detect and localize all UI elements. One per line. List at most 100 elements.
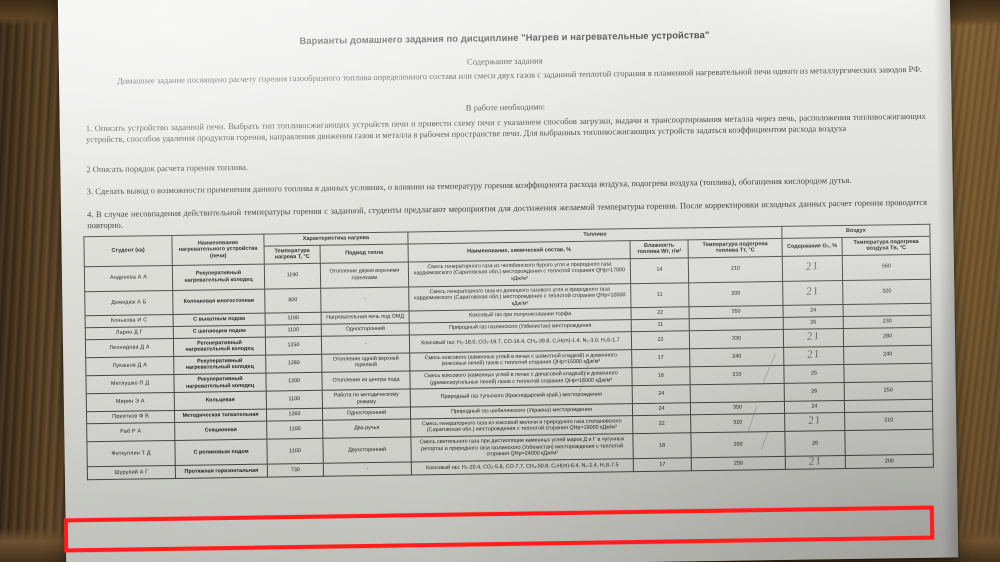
col-header-student: Студент (ка) <box>83 235 173 267</box>
cell-heating-temperature: 1100 <box>265 324 322 337</box>
cell-heat-supply: Отопление двумя верхними горелками <box>320 261 409 288</box>
cell-oxygen-content: 21 <box>783 346 844 366</box>
cell-air-preheat-temperature: 240 <box>843 344 932 365</box>
handwritten-oxygen-value: 21 <box>808 455 823 468</box>
col-header-moisture: Влажность топлива Wт, г/м³ <box>630 239 689 259</box>
cell-heating-temperature: 1200 <box>265 372 323 392</box>
cell-oxygen-content: 26 <box>783 316 844 329</box>
cell-heating-temperature: 1100 <box>266 420 323 440</box>
cell-student-name: Метлушко П Д <box>85 374 175 394</box>
cell-fuel-moisture: 14 <box>630 257 689 284</box>
cell-oxygen-content: 21 <box>782 255 843 281</box>
handwritten-oxygen-value: 21 <box>805 260 820 274</box>
cell-heating-temperature: 800 <box>264 287 322 314</box>
cell-student-name: Шурупий А Г <box>87 465 176 481</box>
cell-student-name: Демидюк А Б <box>84 290 174 317</box>
paragraph-item-2: 2 Описать порядок расчета горения топлив… <box>86 161 249 175</box>
cell-heating-temperature: 1260 <box>266 408 323 421</box>
cell-fuel-composition: Смесь светильного газа при дистилляции к… <box>410 433 634 462</box>
cell-device-name: С роликовым подом <box>174 439 268 466</box>
paragraph-item-3: 3. Сделать вывод о возможности применени… <box>86 174 852 197</box>
col-header-air-preheat: Температура подогрева воздуха Tв, °C <box>842 235 931 256</box>
cell-heat-supply: Отопление из центра пода <box>321 370 411 391</box>
cell-fuel-preheat-temperature <box>690 383 785 404</box>
cell-heat-supply: - <box>321 334 410 354</box>
cell-fuel-preheat-temperature: 210 <box>688 256 783 283</box>
cell-device-name: Кольцевая <box>174 391 267 411</box>
cell-fuel-moisture: 17 <box>631 348 690 368</box>
cell-heating-temperature: 1190 <box>264 263 321 289</box>
cell-oxygen-content: 21 <box>782 280 844 306</box>
cell-oxygen-content: 21 <box>783 328 844 348</box>
cell-oxygen-content: 21 <box>785 455 846 470</box>
cell-fuel-preheat-temperature: 250 <box>691 456 786 472</box>
cell-heat-supply: - <box>320 286 410 313</box>
cell-heat-supply: Работа по методическому режиму <box>322 389 411 409</box>
col-header-heat-supply: Подвод тепла <box>320 243 409 264</box>
cell-oxygen-content: 26 <box>784 430 846 457</box>
cell-device-name: Колпаковая многостопная <box>172 288 266 315</box>
cell-heating-temperature: 730 <box>267 463 324 478</box>
cell-fuel-preheat-temperature: 330 <box>689 328 784 349</box>
variants-table: Студент (ка) Наименование нагревательног… <box>83 223 934 481</box>
cell-air-preheat-temperature: 320 <box>842 278 932 305</box>
cell-student-name: Леонидова Д А <box>85 338 174 358</box>
cell-air-preheat-temperature: 560 <box>842 254 931 281</box>
cell-oxygen-content: 21 <box>784 412 845 432</box>
cell-heating-temperature: 1250 <box>265 335 322 355</box>
cell-oxygen-content: 25 <box>783 364 845 384</box>
cell-student-name: Андреева А А <box>84 265 173 292</box>
col-header-temperature: Температура нагрева T, °C <box>264 244 321 264</box>
cell-fuel-composition: Смесь генераторного газа из донецкого га… <box>408 283 632 312</box>
cell-device-name: Рекуперативный нагревательный колодец <box>173 373 267 393</box>
cell-heat-supply: Отопление одной верхней горелкой <box>321 352 410 373</box>
cell-fuel-moisture: 24 <box>632 403 691 416</box>
cell-fuel-preheat-temperature: 200 <box>688 280 784 308</box>
cell-heating-temperature: 1100 <box>266 390 323 410</box>
cell-air-preheat-temperature: 200 <box>845 454 934 469</box>
cell-device-name: Секционная <box>174 420 267 441</box>
cell-air-preheat-temperature: 210 <box>844 411 933 431</box>
paper-sheet: Варианты домашнего задания по дисциплине… <box>57 0 959 562</box>
handwritten-oxygen-value: 21 <box>808 414 822 428</box>
document-title: Варианты домашнего задания по дисциплине… <box>299 28 710 47</box>
cell-student-name: Раб Р А <box>86 422 175 442</box>
cell-oxygen-content: 26 <box>784 382 845 402</box>
cell-fuel-moisture: 17 <box>633 457 692 473</box>
cell-fuel-composition: Коксовый газ: H₂-20.4, CO₂-5.8, CO-7.7, … <box>411 458 634 476</box>
cell-heat-supply: Двухсторонний <box>322 437 412 464</box>
cell-fuel-preheat-temperature: 320 <box>690 413 785 433</box>
handwritten-oxygen-value: 21 <box>807 348 821 361</box>
cell-fuel-moisture: 11 <box>631 318 690 332</box>
cell-air-preheat-temperature <box>843 363 933 383</box>
cell-student-name: Феткуллин Т Д <box>86 440 176 467</box>
document-content: Варианты домашнего задания по дисциплине… <box>58 0 958 562</box>
cell-device-name: Рекуперативный нагревательный колодец <box>172 263 265 291</box>
cell-fuel-moisture: 24 <box>632 384 691 404</box>
cell-device-name: Рекуперативный нагревательный колодец <box>173 354 266 375</box>
col-header-fuel-preheat: Температура подогрева топлива Tт, °C <box>688 238 783 258</box>
cell-air-preheat-temperature: 250 <box>844 381 933 401</box>
cell-heat-supply: Два ручья <box>322 418 411 439</box>
cell-device-name: Протяжная горизонтальная <box>175 463 268 479</box>
cell-heating-temperature: 1190 <box>265 312 322 326</box>
cell-fuel-moisture: 18 <box>632 432 692 459</box>
handwritten-oxygen-value: 21 <box>806 329 821 343</box>
cell-oxygen-content: 24 <box>783 304 844 318</box>
cell-fuel-moisture: 22 <box>632 414 691 434</box>
cell-student-name: Мирин Э А <box>86 392 175 413</box>
cell-fuel-moisture: 22 <box>631 330 690 350</box>
cell-fuel-moisture: 16 <box>631 366 691 386</box>
col-header-oxygen: Содержание O₂, % <box>782 237 843 257</box>
cell-fuel-composition: Смесь генераторного газа из челябинского… <box>408 258 631 287</box>
cell-fuel-moisture: 22 <box>631 307 690 320</box>
col-header-device: Наименование нагревательного устройства … <box>171 234 265 266</box>
cell-heat-supply: - <box>323 461 412 477</box>
cell-air-preheat-temperature <box>844 429 934 456</box>
handwritten-oxygen-value: 21 <box>806 285 820 299</box>
cell-fuel-preheat-temperature: 200 <box>690 431 786 458</box>
cell-oxygen-content: 24 <box>784 400 845 414</box>
cell-heating-temperature: 1280 <box>265 353 322 374</box>
cell-fuel-moisture: 11 <box>630 282 690 309</box>
